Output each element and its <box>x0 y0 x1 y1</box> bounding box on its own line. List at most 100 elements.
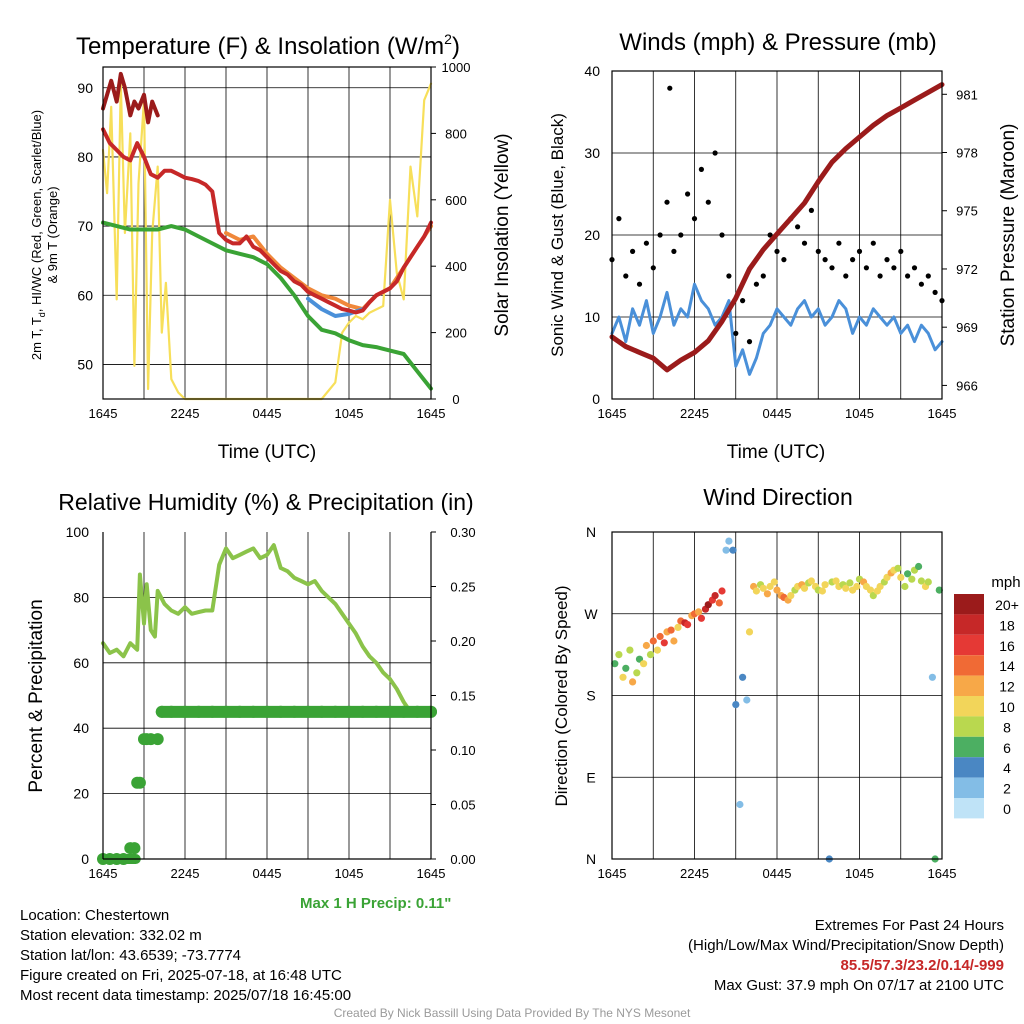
temp-ylabel-left: 2m T, Td, HI/WC (Red, Green, Scarlet/Blu… <box>29 110 47 360</box>
gust-point <box>740 298 746 304</box>
max-precip-label: Max 1 H Precip: 0.11" <box>300 895 452 912</box>
x-tick-label: 0445 <box>763 866 792 881</box>
legend-swatch <box>954 655 984 676</box>
gust-point <box>685 191 691 197</box>
y2-tick-label: 978 <box>956 146 978 161</box>
credit-text: Created By Nick Bassill Using Data Provi… <box>333 1006 691 1020</box>
x-tick-label: 2245 <box>171 866 200 881</box>
x-tick-label: 1645 <box>89 866 118 881</box>
y2-tick-label: 400 <box>445 259 467 274</box>
legend-swatch <box>954 675 984 696</box>
direction-point <box>915 562 923 571</box>
legend-label: 18 <box>999 617 1015 633</box>
gust-point <box>623 273 629 279</box>
y2-tick-label: 0.00 <box>450 852 475 867</box>
direction-point <box>770 578 778 586</box>
legend-swatch <box>954 798 984 819</box>
gust-point <box>932 289 938 295</box>
y-tick-label: 50 <box>77 356 93 372</box>
gust-point <box>870 240 876 246</box>
gust-point <box>898 248 904 254</box>
direction-point <box>832 577 840 585</box>
direction-point <box>787 592 795 600</box>
x-tick-label: 2245 <box>171 406 200 421</box>
temp-title: Temperature (F) & Insolation (W/m2) <box>76 31 460 60</box>
legend-swatch <box>954 594 984 615</box>
direction-point <box>901 582 909 591</box>
x-tick-label: 2245 <box>680 866 709 881</box>
precip-point <box>133 776 146 789</box>
gust-point <box>698 166 705 172</box>
dir-title: Wind Direction <box>703 484 853 510</box>
legend-label: 20+ <box>995 597 1019 613</box>
precip-point <box>128 842 141 855</box>
gust-point <box>911 265 918 271</box>
y-tick-label: W <box>584 606 598 622</box>
legend-label: 6 <box>1003 740 1011 756</box>
gust-point <box>843 273 849 279</box>
y-tick-label: 90 <box>77 80 93 96</box>
y-tick-label: 60 <box>77 287 93 303</box>
y2-tick-label: 800 <box>445 126 467 141</box>
legend-label: 16 <box>999 638 1015 654</box>
gust-point <box>630 248 636 254</box>
y-tick-label: 0 <box>81 851 89 867</box>
max-gust-text: Max Gust: 37.9 mph On 07/17 at 2100 UTC <box>713 977 1004 994</box>
gust-point <box>884 257 890 263</box>
direction-point <box>763 590 772 598</box>
gust-point <box>726 273 732 279</box>
legend-swatch <box>954 634 984 656</box>
legend-label: 14 <box>999 658 1015 674</box>
gust-point <box>863 265 870 271</box>
speed-legend: mph 20+ 18 16 14 12 10 8 6 4 2 0 <box>954 574 1021 819</box>
direction-point <box>649 637 657 645</box>
y-tick-label: 0 <box>592 391 600 407</box>
y2-tick-label: 969 <box>956 320 978 335</box>
legend-swatch <box>954 716 984 737</box>
direction-point <box>846 579 854 587</box>
direction-point <box>853 582 861 591</box>
y2-tick-label: 972 <box>956 262 978 277</box>
direction-point <box>704 601 712 609</box>
location-text: Location: Chestertown <box>20 907 170 924</box>
y2-tick-label: 981 <box>956 87 978 102</box>
direction-point <box>656 632 664 641</box>
y-tick-label: 40 <box>584 63 600 79</box>
x-tick-label: 1645 <box>417 866 446 881</box>
y2-tick-label: 0 <box>452 392 459 407</box>
direction-point <box>935 586 943 594</box>
wind-speed-line <box>610 282 944 376</box>
gust-point <box>760 273 766 279</box>
x-tick-label: 0445 <box>253 866 282 881</box>
gust-point <box>891 265 897 271</box>
gust-point <box>616 216 622 222</box>
direction-point <box>619 673 627 681</box>
direction-point <box>660 639 668 647</box>
gust-point <box>850 257 856 263</box>
direction-point <box>697 614 706 622</box>
gust-point <box>705 199 711 205</box>
direction-point <box>732 701 740 709</box>
gust-point <box>650 265 656 271</box>
x-tick-label: 2245 <box>680 406 709 421</box>
wind-title: Winds (mph) & Pressure (mb) <box>619 29 936 56</box>
extremes-box: Extremes For Past 24 Hours (High/Low/Max… <box>688 916 1004 996</box>
gust-point <box>719 232 725 238</box>
direction-point <box>894 564 902 572</box>
y2-tick-label: 0.20 <box>450 634 475 649</box>
wind-ylabel-left: Sonic Wind & Gust (Blue, Black) <box>548 113 567 357</box>
legend-label: 12 <box>999 679 1015 695</box>
gust-point <box>671 248 677 254</box>
temp-ylabel-right: Solar Insolation (Yellow) <box>492 133 513 336</box>
x-tick-label: 1645 <box>928 406 957 421</box>
gust-point <box>836 240 842 246</box>
legend-title: mph <box>991 574 1020 591</box>
gust-point <box>808 207 815 213</box>
latlon-text: Station lat/lon: 43.6539; -73.7774 <box>20 947 242 964</box>
x-tick-label: 0445 <box>763 406 792 421</box>
gust-point <box>774 248 780 254</box>
direction-point <box>653 646 662 654</box>
direction-point <box>866 586 875 594</box>
station-info: Location: Chestertown Station elevation:… <box>20 906 351 1006</box>
legend-swatch <box>954 696 984 717</box>
